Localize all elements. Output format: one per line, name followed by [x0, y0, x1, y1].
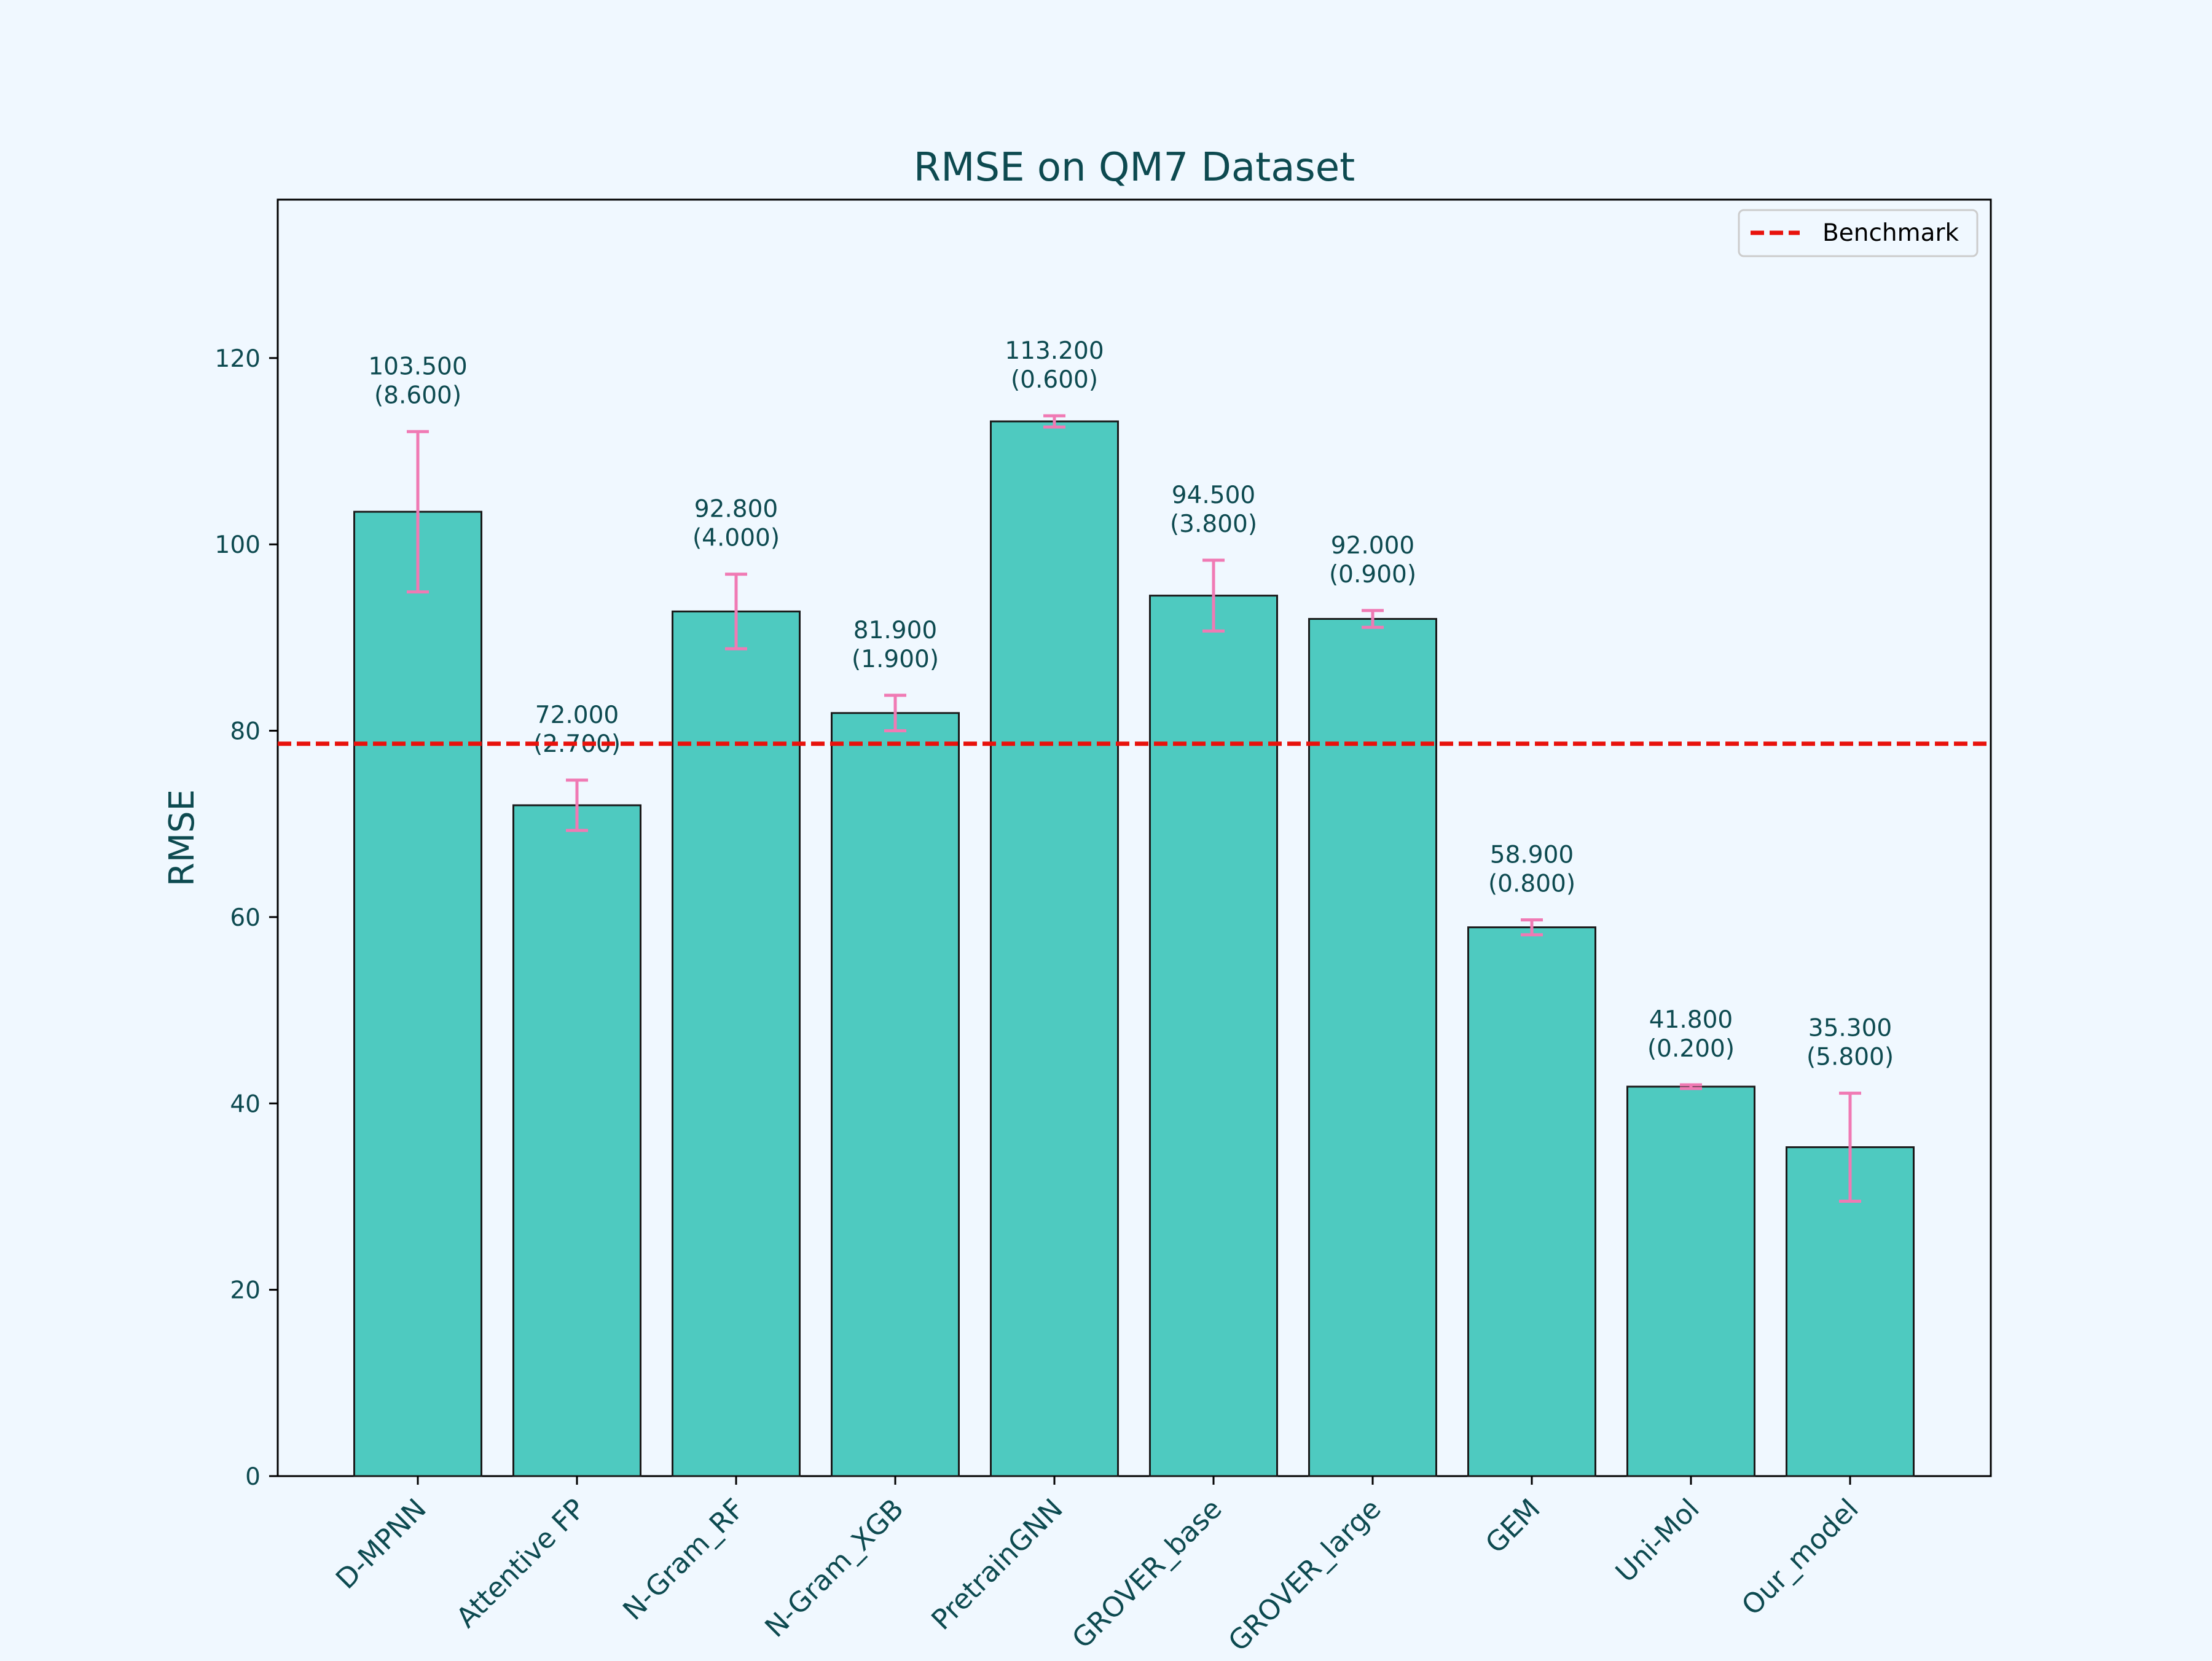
- bar: [512, 804, 641, 1477]
- x-tick-label: N-Gram_XGB: [758, 1492, 909, 1643]
- x-tick-label: GROVER_base: [1065, 1492, 1228, 1654]
- x-tick-label: N-Gram_RF: [616, 1492, 750, 1626]
- bar: [672, 610, 801, 1477]
- legend: Benchmark: [1738, 209, 1979, 257]
- plot-area: [276, 198, 1992, 1477]
- bar-value-label: 35.300: [1808, 1015, 1892, 1042]
- bar-error-label: (1.900): [852, 646, 939, 673]
- bar: [1308, 618, 1437, 1477]
- x-tick-label: Attentive FP: [450, 1492, 592, 1634]
- x-tick-label: GROVER_large: [1222, 1492, 1387, 1657]
- bar-error-label: (8.600): [374, 382, 461, 410]
- y-tick-label: 100: [215, 531, 261, 559]
- bar-value-label: 103.500: [368, 353, 467, 381]
- bar-value-label: 92.800: [694, 496, 778, 523]
- bar: [1149, 595, 1278, 1477]
- bar-error-label: (4.000): [692, 525, 780, 552]
- bars: [353, 420, 1915, 1477]
- x-tick-label: GEM: [1479, 1492, 1547, 1560]
- bar-value-label: 94.500: [1172, 482, 1255, 509]
- bar: [1467, 926, 1596, 1477]
- y-tick-label: 120: [215, 345, 261, 373]
- error-bars: [407, 414, 1861, 1203]
- bar-value-label: 81.900: [853, 617, 937, 644]
- bar-value-label: 58.900: [1490, 841, 1574, 869]
- legend-benchmark-label: Benchmark: [1822, 219, 1959, 247]
- bar: [353, 510, 482, 1477]
- y-axis-ticks: 0 20 40 60 80 100 120: [215, 345, 278, 1491]
- bar-error-label: (0.800): [1488, 870, 1575, 897]
- legend-box: [1738, 209, 1979, 257]
- x-axis-ticks: D-MPNN Attentive FP N-Gram_RF N-Gram_XGB Pre…: [329, 1476, 1865, 1658]
- bar-error-label: (0.200): [1647, 1035, 1735, 1063]
- bar: [831, 712, 960, 1477]
- bar-error-label: (3.800): [1170, 510, 1257, 538]
- bar: [990, 420, 1119, 1477]
- x-tick-label: PretrainGNN: [925, 1492, 1069, 1636]
- y-tick-label: 60: [230, 904, 261, 932]
- y-axis-label: RMSE: [162, 789, 202, 886]
- y-tick-label: 0: [245, 1463, 261, 1491]
- bar-value-label: 113.200: [1005, 337, 1104, 365]
- y-tick-label: 20: [230, 1277, 261, 1305]
- chart-title: RMSE on QM7 Dataset: [914, 145, 1355, 190]
- x-tick-label: Uni-Mol: [1609, 1492, 1706, 1589]
- bar-value-label: 72.000: [535, 702, 619, 729]
- bar-value-label: 41.800: [1649, 1006, 1733, 1034]
- x-tick-label: Our_model: [1735, 1492, 1865, 1622]
- y-tick-label: 40: [230, 1090, 261, 1118]
- bar-error-label: (0.900): [1329, 561, 1416, 588]
- bar-error-label: (0.600): [1011, 366, 1098, 394]
- x-tick-label: D-MPNN: [329, 1492, 433, 1595]
- y-tick-label: 80: [230, 718, 261, 746]
- bar-error-label: (5.800): [1806, 1044, 1894, 1071]
- bar: [1626, 1085, 1755, 1477]
- bar-value-label: 92.000: [1331, 532, 1414, 560]
- bar-value-labels: 103.500(8.600)72.000(2.700)92.800(4.000)…: [368, 337, 1894, 1071]
